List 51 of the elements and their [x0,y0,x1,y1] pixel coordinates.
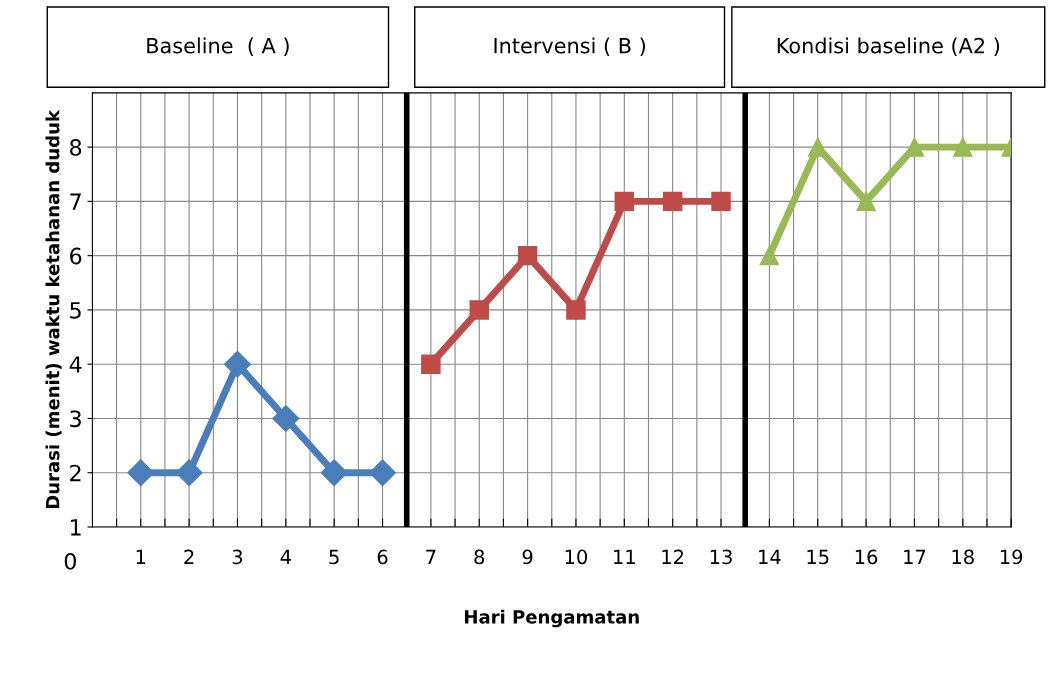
x-tick-label: 6 [377,549,388,565]
y-axis-title: Durasi (menit) waktu ketahanan duduk [45,109,62,509]
x-tick-label: 11 [614,549,635,564]
x-tick-label: 9 [522,549,533,565]
text: Kondisi baseline (A2 ) [777,37,1000,56]
y-tick-label: 1 [70,519,81,536]
point [224,350,251,378]
y-tick-label: 4 [69,356,82,373]
x-tick-label: 7 [426,549,436,564]
point [614,191,635,212]
point [517,245,538,266]
x-tick-label: 10 [565,549,588,565]
text: 0 [64,552,76,570]
text: Intervensi ( B ) [494,37,645,56]
x-tick-label: 13 [710,549,732,565]
y-tick-label: 2 [70,464,81,482]
x-tick-label: 16 [855,549,878,565]
x-tick-label: 5 [329,549,339,565]
x-tick-label: 3 [232,549,243,565]
x-tick-label: 17 [904,549,926,564]
x-tick-label: 15 [807,549,829,565]
y-tick-label: 6 [70,247,82,265]
point [759,245,780,266]
point [711,191,731,212]
y-tick-label: 8 [70,139,82,156]
point [856,191,876,212]
point [469,300,489,320]
x-tick-label: 12 [662,549,684,564]
point [127,459,155,487]
y-tick-label: 3 [70,410,81,428]
point [808,137,828,157]
point [662,191,683,212]
x-tick-label: 14 [759,549,781,564]
point [320,459,348,487]
x-tick-label: 8 [474,549,485,565]
x-tick-label: 19 [1000,549,1023,565]
x-tick-label: 1 [136,549,146,564]
point [272,404,300,432]
x-tick-label: 18 [952,549,974,565]
point [369,459,396,487]
y-tick-label: 5 [70,302,81,319]
point [953,137,973,157]
text: Baseline ( A ) [147,37,289,56]
x-tick-label: 4 [280,549,291,564]
x-tick-label: 2 [184,549,194,564]
point [421,354,441,374]
point [566,300,586,320]
y-tick-label: 7 [70,193,81,210]
point [175,459,203,487]
x-axis-title: Hari Pengamatan [465,609,639,628]
point [904,137,925,157]
